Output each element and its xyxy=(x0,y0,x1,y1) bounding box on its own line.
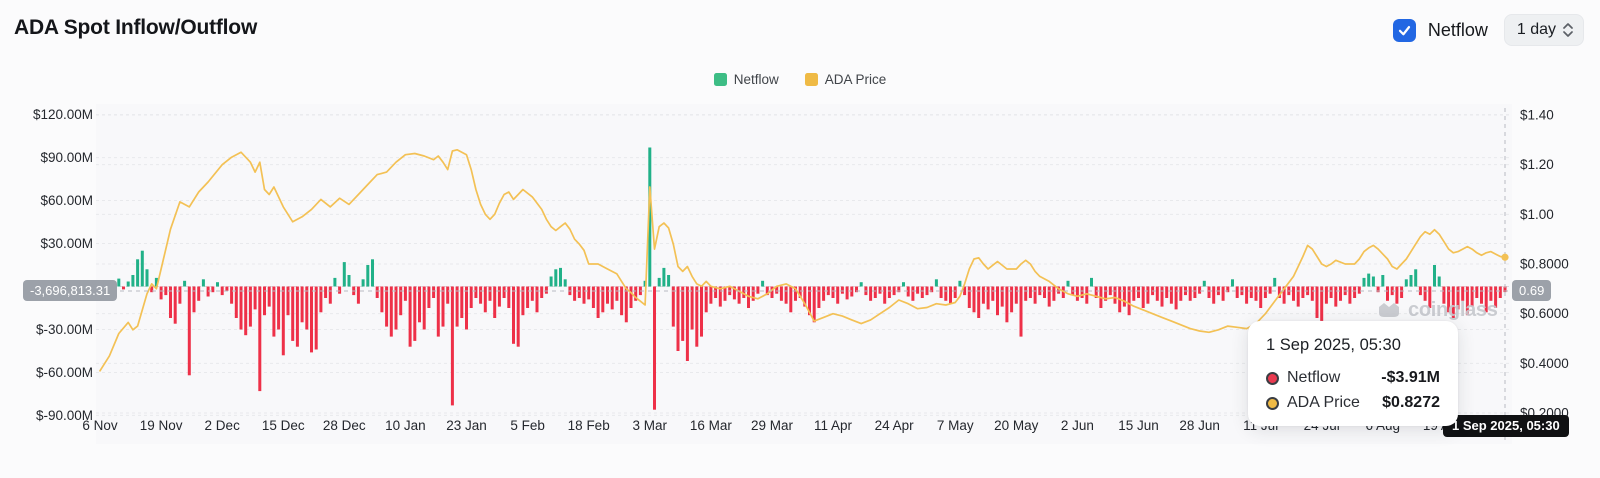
coinglass-logo-icon xyxy=(1379,303,1399,317)
x-axis-label: 19 Nov xyxy=(140,418,183,433)
x-axis-label: 23 Jan xyxy=(446,418,487,433)
legend-label-netflow: Netflow xyxy=(733,72,779,87)
x-axis-label: 15 Dec xyxy=(262,418,305,433)
x-axis-label: 20 May xyxy=(994,418,1039,433)
y-axis-right-label: $1.40 xyxy=(1520,108,1554,123)
x-axis-label: 11 Apr xyxy=(814,418,853,433)
netflow-bars xyxy=(98,147,1507,410)
x-axis-label: 7 May xyxy=(937,418,974,433)
legend-label-ada-price: ADA Price xyxy=(824,72,887,87)
x-axis-label: 28 Jun xyxy=(1179,418,1220,433)
x-axis-label: 24 Apr xyxy=(875,418,915,433)
interval-selector[interactable]: 1 day xyxy=(1503,14,1584,46)
tooltip-row-netflow: Netflow -$3.91M xyxy=(1266,369,1440,387)
x-axis-crosshair-badge: 1 Sep 2025, 05:30 xyxy=(1443,415,1569,437)
tooltip-value-ada-price: $0.8272 xyxy=(1382,394,1440,411)
header-controls: Netflow 1 day xyxy=(1392,14,1584,46)
x-axis-label: 5 Feb xyxy=(510,418,545,433)
x-axis-label: 2 Dec xyxy=(205,418,241,433)
y-axis-right-label: $0.4000 xyxy=(1520,356,1569,371)
gridlines xyxy=(96,114,1512,416)
y-axis-left-label: $-60.00M xyxy=(36,365,93,380)
netflow-checkbox[interactable] xyxy=(1392,18,1416,42)
ada-price-marker-icon xyxy=(1266,396,1279,410)
y-axis-left-label: $120.00M xyxy=(33,107,93,122)
netflow-swatch-icon xyxy=(713,73,727,86)
tooltip-row-ada-price: ADA Price $0.8272 xyxy=(1266,394,1440,412)
legend: Netflow ADA Price xyxy=(0,72,1600,87)
y-axis-right-label: $0.6000 xyxy=(1520,306,1569,321)
legend-item-ada-price[interactable]: ADA Price xyxy=(804,72,887,87)
y-axis-right-label: $1.00 xyxy=(1520,207,1554,222)
legend-item-netflow[interactable]: Netflow xyxy=(713,72,779,87)
ada-price-line xyxy=(99,148,1506,372)
page-title: ADA Spot Inflow/Outflow xyxy=(14,16,258,39)
sort-chevrons-icon xyxy=(1563,23,1573,37)
x-axis-label: 18 Feb xyxy=(568,418,610,433)
crosshair xyxy=(96,108,1512,444)
x-axis-label: 16 Mar xyxy=(690,418,733,433)
x-axis-label: 28 Dec xyxy=(323,418,366,433)
y-axis-left-label: $-90.00M xyxy=(36,408,93,423)
y-axis-right-label: $0.8000 xyxy=(1520,256,1569,271)
tooltip: 1 Sep 2025, 05:30 Netflow -$3.91M ADA Pr… xyxy=(1248,321,1458,426)
watermark-text: coinglass xyxy=(1408,298,1498,321)
x-axis-label: 15 Jun xyxy=(1118,418,1159,433)
x-axis-label: 6 Nov xyxy=(82,418,118,433)
right-axis-crosshair-badge: 0.69 xyxy=(1512,280,1552,301)
left-axis-crosshair-badge: -3,696,813.31 xyxy=(23,280,118,301)
y-axis-left-label: $30.00M xyxy=(40,236,93,251)
tooltip-label-netflow: Netflow xyxy=(1287,369,1341,386)
netflow-marker-icon xyxy=(1266,371,1279,385)
x-axis-label: 10 Jan xyxy=(385,418,426,433)
price-point-marker xyxy=(1501,253,1509,261)
ada-price-swatch-icon xyxy=(804,73,818,86)
netflow-toggle-label[interactable]: Netflow xyxy=(1427,19,1488,40)
x-axis-label: 2 Jun xyxy=(1061,418,1094,433)
x-axis-label: 29 Mar xyxy=(751,418,794,433)
x-axis-label: 3 Mar xyxy=(633,418,668,433)
checkmark-icon xyxy=(1398,25,1410,35)
y-axis-left-label: $90.00M xyxy=(40,150,93,165)
watermark: coinglass xyxy=(1376,298,1498,322)
tooltip-title: 1 Sep 2025, 05:30 xyxy=(1266,336,1401,354)
y-axis-right-label: $1.20 xyxy=(1520,157,1554,172)
y-axis-left-label: $60.00M xyxy=(40,193,93,208)
interval-value: 1 day xyxy=(1516,21,1556,38)
tooltip-label-ada-price: ADA Price xyxy=(1287,394,1360,411)
y-axis-left-label: $-30.00M xyxy=(36,322,93,337)
tooltip-value-netflow: -$3.91M xyxy=(1381,369,1440,386)
